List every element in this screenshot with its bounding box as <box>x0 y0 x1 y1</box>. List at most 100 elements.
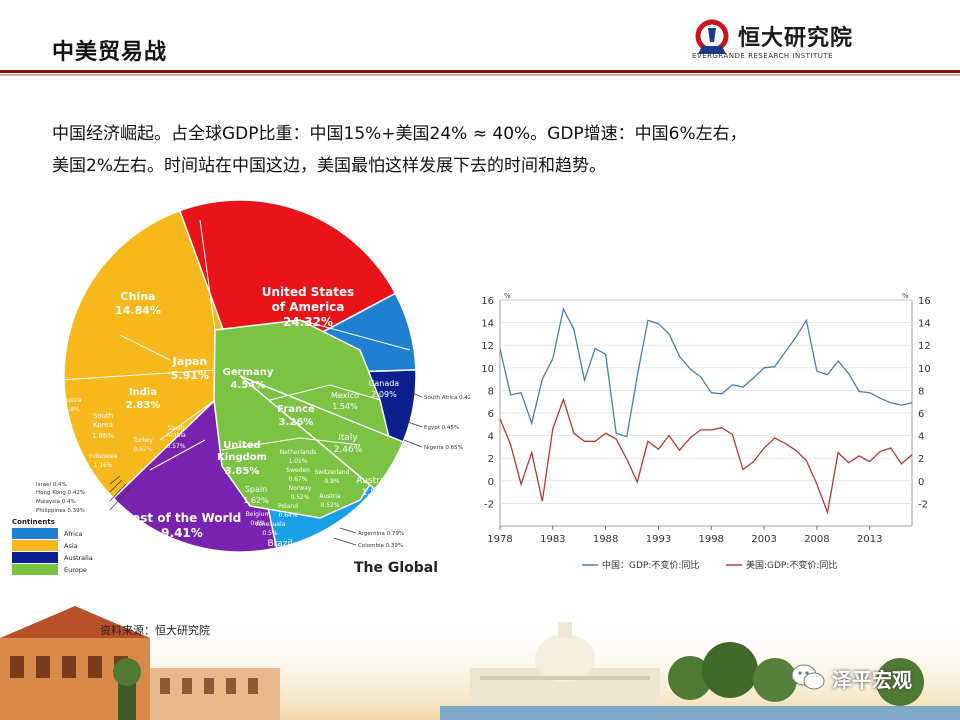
y-tick-right-16: 16 <box>918 296 931 307</box>
y-tick-left-0: 0 <box>488 477 494 488</box>
y-unit-left: % <box>504 292 511 300</box>
pie-legend-label-asia: Asia <box>64 542 78 550</box>
pie-label-germany: Germany <box>223 367 274 378</box>
pie-callout-line-south-africa <box>409 391 423 398</box>
pie-callout-malaysia: Malaysia 0.4% <box>36 499 76 505</box>
y-tick-right-6: 6 <box>918 409 924 420</box>
logo-text-en: EVERGRANDE RESEARCH INSTITUTE <box>692 52 834 60</box>
pie-label-mexico: Mexico <box>331 391 359 400</box>
y-tick-right-2: 2 <box>918 454 924 465</box>
header-rule <box>0 70 960 73</box>
x-tick-1983: 1983 <box>540 534 565 545</box>
evergrande-logo-icon <box>695 19 729 54</box>
pie-label-turkey: Turkey <box>132 437 153 444</box>
pie-value-spain: 1.62% <box>243 496 269 505</box>
pie-value-australia: 1.81% <box>362 488 391 498</box>
pie-legend-label-africa: Africa <box>64 530 83 538</box>
y-tick-right--2: -2 <box>918 499 928 510</box>
pie-callout-line-argentina <box>339 527 357 534</box>
series-line-usa <box>499 397 913 515</box>
wechat-icon <box>791 664 825 690</box>
pie-cell-border <box>221 437 361 451</box>
x-tick-1998: 1998 <box>699 534 724 545</box>
pie-label-belgium: Belgium <box>246 511 271 518</box>
pie-callout-line-hong-kong <box>109 479 123 493</box>
y-tick-left-4: 4 <box>488 432 494 443</box>
legend-label-usa: 美国:GDP:不变价:同比 <box>746 559 837 571</box>
pie-value-switzerland: 0.9% <box>324 478 340 485</box>
pie-label-brazil: Brazil <box>267 539 292 549</box>
source-note: 资料来源：恒大研究院 <box>100 624 210 637</box>
pie-cell-border <box>119 334 171 361</box>
gdp-growth-line-chart: -2 -2 0 0 2 2 4 4 6 6 8 8 10 10 12 12 14 14 16 16% % 1978 1983… <box>481 292 931 571</box>
pie-legend-swatch-asia <box>12 540 58 551</box>
y-tick-right-4: 4 <box>918 432 924 443</box>
pie-value-mexico: 1.54% <box>332 402 358 411</box>
pie-value-norway: 0.52% <box>290 494 309 501</box>
x-tick-1978: 1978 <box>487 534 512 545</box>
pie-label-poland: Poland <box>278 503 298 510</box>
pie-label-china: China <box>121 290 156 303</box>
y-tick-left-6: 6 <box>488 409 494 420</box>
pie-value-china: 14.84% <box>115 304 161 317</box>
pie-value-turkey: 0.97% <box>133 446 152 453</box>
slide-header: 中美贸易战 恒大研究院 EVERGRANDE RESEARCH INSTITUT… <box>0 0 960 78</box>
x-tick-1993: 1993 <box>646 534 671 545</box>
x-tick-1988: 1988 <box>593 534 618 545</box>
pie-value-germany: 4.54% <box>231 380 266 391</box>
pie-callout-egypt: Egypt 0.45% <box>424 425 459 431</box>
pie-value-united-kingdom: 3.85% <box>225 466 260 477</box>
pie-value-rest-of-the-world: 9.41% <box>161 526 203 540</box>
pie-cell-border <box>199 219 216 331</box>
pie-label-united-states-of-america: United States of America <box>262 285 355 314</box>
page-title: 中美贸易战 <box>52 40 168 65</box>
pie-label-saudi-arabia: Saudi Arabia <box>166 425 186 439</box>
pie-legend-swatch-europe <box>12 564 58 575</box>
pie-label-india: India <box>129 387 157 398</box>
logo-text-cn: 恒大研究院 <box>738 26 854 51</box>
pie-callout-hong-kong: Hong Kong 0.42% <box>36 490 85 496</box>
pie-callout-line-nigeria <box>403 439 423 448</box>
pie-region-asia <box>63 209 241 500</box>
pie-label-netherlands: Netherlands <box>280 449 317 456</box>
pie-callout-line-philippines <box>109 487 131 511</box>
pie-value-belgium: 0.6% <box>250 520 266 527</box>
pie-value-japan: 5.91% <box>171 369 209 382</box>
capitol-building-illustration <box>440 622 960 720</box>
y-tick-left-10: 10 <box>481 364 494 375</box>
pie-label-italy: Italy <box>338 433 358 443</box>
pie-label-russia: Russia <box>62 397 82 404</box>
y-tick-left-16: 16 <box>481 296 494 307</box>
pie-value-venezuela: 0.5% <box>262 530 278 537</box>
wechat-watermark: 泽平宏观 <box>790 662 940 692</box>
pie-callout-nigeria: Nigeria 0.65% <box>424 445 463 451</box>
pie-label-venezuela: Venezuela <box>255 521 286 528</box>
pie-value-austria: 0.52% <box>320 502 339 509</box>
pie-cell-border <box>269 384 381 401</box>
pie-value-netherlands: 1.01% <box>288 458 307 465</box>
pie-callout-south-africa: South Africa 0.42% <box>424 395 470 401</box>
pie-cell-border <box>159 399 216 441</box>
pie-value-india: 2.83% <box>126 400 161 411</box>
series-line-china <box>499 307 913 438</box>
pie-callout-line-malaysia <box>109 483 127 502</box>
pie-region-europe-edge <box>239 375 405 491</box>
pie-label-rest-of-the-world: Rest of the World <box>123 511 241 525</box>
pie-label-austria: Austria <box>319 493 341 500</box>
summary-text: 中国经济崛起。占全球GDP比重：中国15%+美国24% ≈ 40%。GDP增速：… <box>52 118 922 182</box>
summary-line-1: 中国经济崛起。占全球GDP比重：中国15%+美国24% ≈ 40%。GDP增速：… <box>52 124 747 144</box>
pie-legend-label-europe: Europe <box>64 566 87 574</box>
logo: 恒大研究院 EVERGRANDE RESEARCH INSTITUTE <box>692 18 892 62</box>
pie-value-south-korea: 1.86% <box>92 432 115 440</box>
pie-value-brazil: 2.39% <box>266 551 295 561</box>
pie-legend-label-australia: Australia <box>64 554 93 562</box>
pie-label-switzerland: Switzerland <box>315 469 350 476</box>
trees-illustration <box>668 642 924 706</box>
summary-line-2: 美国2%左右。时间站在中国这边，美国最怕这样发展下去的时间和趋势。 <box>52 156 606 176</box>
x-tick-2008: 2008 <box>804 534 829 545</box>
pie-value-united-states-of-america: 24.32% <box>283 315 333 329</box>
y-tick-left-12: 12 <box>481 341 494 352</box>
pie-callout-line-israel <box>109 475 121 485</box>
pie-value-italy: 2.46% <box>334 445 363 455</box>
pie-label-australia: Australia <box>356 476 396 486</box>
